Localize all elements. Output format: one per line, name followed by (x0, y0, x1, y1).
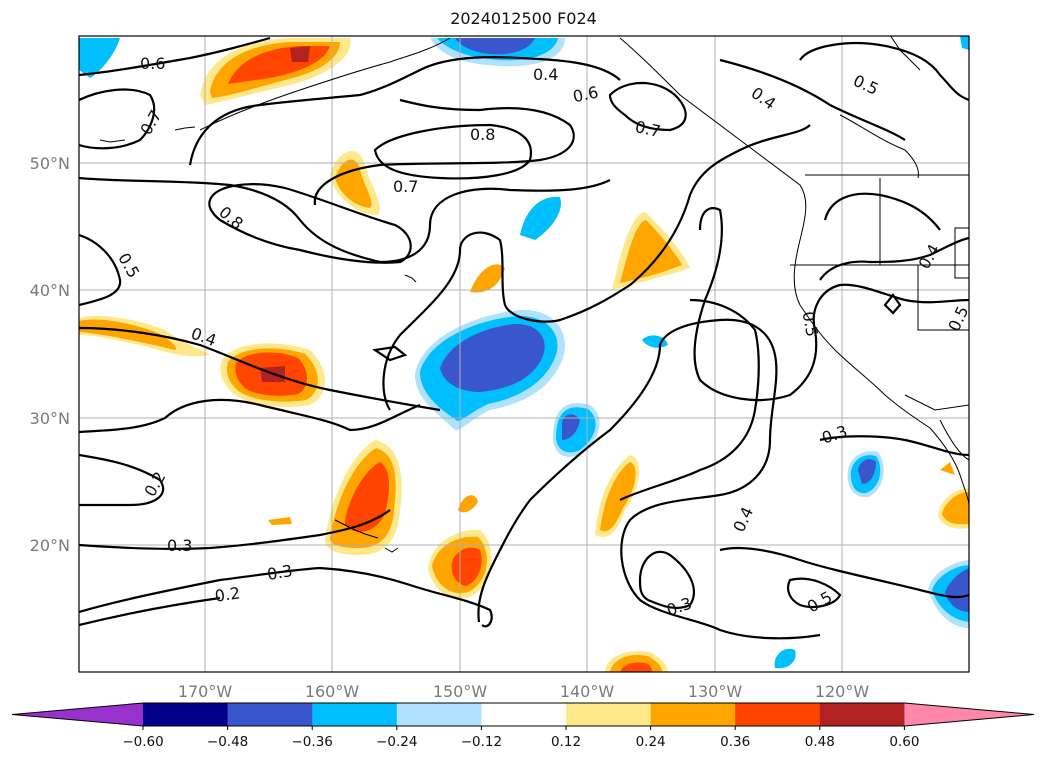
colorbar-segment (650, 703, 736, 726)
lat-label-40n: 40°N (30, 281, 70, 300)
lon-label-140w: 140°W (560, 682, 615, 701)
contour-label: 0.2 (214, 583, 242, 605)
colorbar-tick-label: 0.12 (551, 734, 581, 750)
colorbar-tick-label: −0.12 (461, 734, 502, 750)
lat-labels: 50°N 40°N 30°N 20°N (30, 154, 70, 555)
contour-label: 0.3 (167, 536, 192, 555)
contour-label: 0.8 (470, 125, 495, 144)
colorbar-tick-label: −0.48 (207, 734, 248, 750)
colorbar-tick-label: 0.60 (889, 734, 919, 750)
lon-label-170w: 170°W (178, 682, 233, 701)
colorbar-segment (396, 703, 482, 726)
contour-label: 0.5 (799, 310, 822, 338)
contour-label: 0.6 (571, 82, 600, 106)
colorbar-segment (312, 703, 398, 726)
map-panel: 0.6 0.4 0.6 0.7 0.4 0.5 0.7 0.8 0.7 0.8 … (79, 36, 969, 672)
colorbar-tick-label: −0.36 (292, 734, 333, 750)
colorbar-segment (735, 703, 821, 726)
map-frame (78, 35, 970, 673)
contour-label: 0.7 (393, 177, 418, 196)
contour-label: 0.4 (533, 65, 558, 84)
colorbar-segment (481, 703, 567, 726)
lon-label-150w: 150°W (433, 682, 488, 701)
colorbar-tick-label: −0.60 (122, 734, 163, 750)
contour-label: 0.3 (266, 561, 294, 584)
contour-layer (79, 36, 969, 640)
colorbar-tick-label: −0.24 (376, 734, 417, 750)
colorbar-extend-low (12, 703, 143, 726)
lon-label-160w: 160°W (305, 682, 360, 701)
colorbar-segment (819, 703, 905, 726)
contour-label: 0.6 (140, 54, 165, 73)
lon-label-130w: 130°W (688, 682, 743, 701)
lat-label-50n: 50°N (30, 154, 70, 173)
colorbar: −0.60 −0.48 −0.36 −0.24 −0.12 0.12 0.24 0.36 0.4… (11, 702, 1035, 750)
contour-labels: 0.6 0.4 0.6 0.7 0.4 0.5 0.7 0.8 0.7 0.8 … (114, 54, 969, 620)
lon-label-120w: 120°W (815, 682, 870, 701)
colorbar-tick-label: 0.48 (805, 734, 835, 750)
graticule (79, 36, 969, 672)
colorbar-segment (566, 703, 652, 726)
map-title: 2024012500 F024 (450, 9, 597, 28)
contour-label: 0.7 (633, 117, 662, 141)
colorbar-tick-label: 0.36 (720, 734, 750, 750)
colorbar-segment (143, 703, 229, 726)
lat-label-30n: 30°N (30, 409, 70, 428)
lat-label-20n: 20°N (30, 536, 70, 555)
colorbar-segment (227, 703, 313, 726)
colorbar-extend-high (904, 703, 1034, 726)
lon-labels: 170°W 160°W 150°W 140°W 130°W 120°W (178, 682, 870, 701)
coastline-layer (99, 36, 969, 553)
colorbar-tick-label: 0.24 (636, 734, 666, 750)
